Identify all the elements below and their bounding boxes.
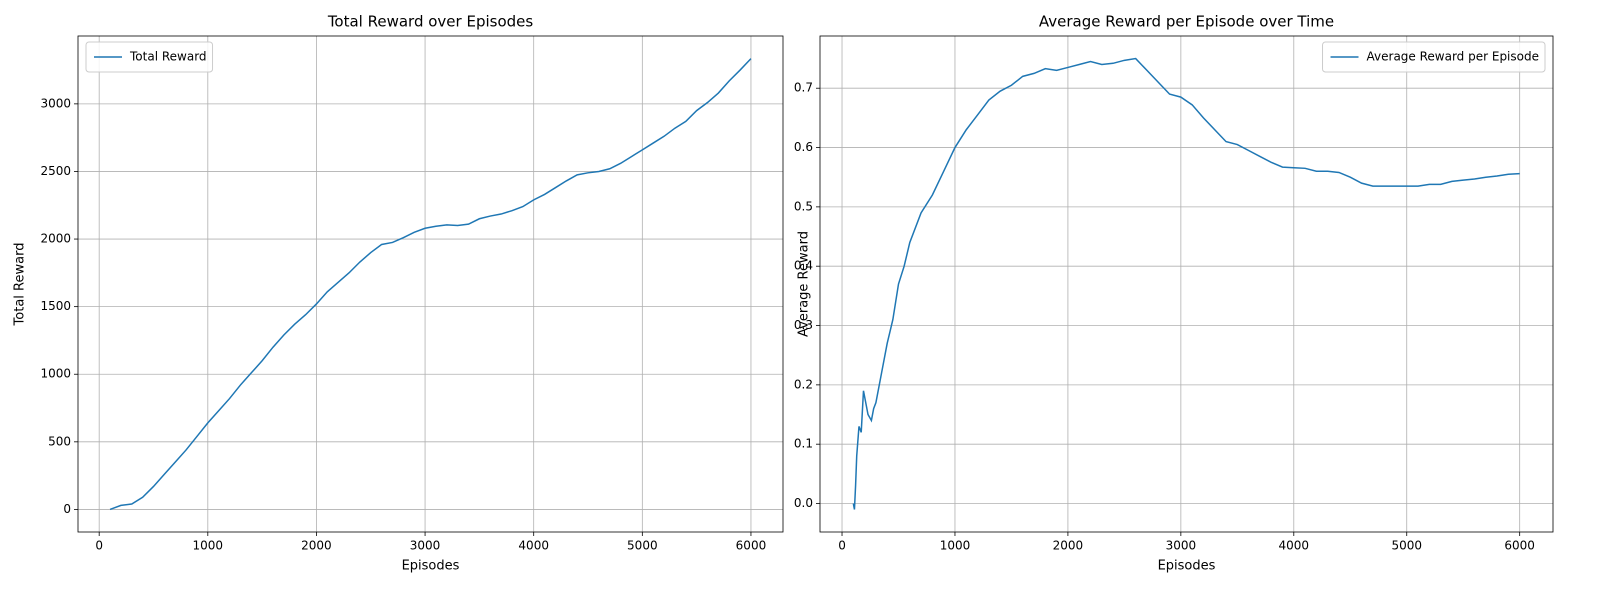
x-tick-label: 5000 (1391, 539, 1422, 553)
plot-area (820, 36, 1553, 532)
y-tick-label: 1000 (40, 367, 71, 381)
y-tick-label: 0.1 (794, 437, 813, 451)
y-axis-label: Average Reward (797, 231, 812, 337)
x-tick-label: 1000 (940, 539, 971, 553)
x-tick-label: 0 (838, 539, 846, 553)
chart-title: Total Reward over Episodes (327, 13, 534, 31)
x-tick-label: 3000 (1166, 539, 1197, 553)
y-axis-label: Total Reward (13, 243, 28, 327)
legend-label: Average Reward per Episode (1367, 50, 1539, 64)
y-tick-label: 0.5 (794, 199, 813, 213)
axes-frame (819, 35, 1554, 533)
x-tick-label: 1000 (193, 539, 224, 553)
x-tick-label: 6000 (736, 539, 767, 553)
axes-frame (77, 35, 784, 533)
legend-frame (1322, 41, 1546, 73)
y-tick-label: 0.7 (794, 81, 813, 95)
y-tick-label: 500 (48, 434, 71, 448)
x-tick-label: 4000 (518, 539, 549, 553)
series-line (852, 57, 1520, 510)
subplot: 0 1000 2000 3000 4000 5000 6000 0.0 0.1 0.2 0.3 0.4… (794, 13, 1554, 574)
x-tick-label: 3000 (410, 539, 441, 553)
x-tick-label: 5000 (627, 539, 658, 553)
plot-area (78, 36, 783, 532)
subplot: 0 1000 2000 3000 4000 5000 6000 0 500 1000 1500 200… (13, 13, 784, 574)
y-tick-label: 0 (63, 502, 71, 516)
x-axis-label: Episodes (1158, 559, 1216, 574)
x-tick-label: 2000 (1053, 539, 1084, 553)
x-tick-label: 0 (95, 539, 103, 553)
x-tick-label: 2000 (301, 539, 332, 553)
x-tick-label: 6000 (1504, 539, 1535, 553)
legend-label: Total Reward (129, 50, 207, 64)
legend: Total Reward (85, 41, 214, 73)
y-tick-label: 0.3 (794, 318, 813, 332)
y-tick-label: 3000 (40, 96, 71, 110)
x-axis-label: Episodes (402, 559, 460, 574)
series-line (109, 58, 752, 511)
y-tick-label: 1500 (40, 299, 71, 313)
chart-title: Average Reward per Episode over Time (1039, 13, 1334, 31)
legend: Average Reward per Episode (1322, 41, 1546, 73)
legend-frame (85, 41, 214, 73)
y-tick-label: 0.6 (794, 140, 813, 154)
y-tick-label: 2000 (40, 232, 71, 246)
y-tick-label: 0.2 (794, 377, 813, 391)
x-tick-label: 4000 (1279, 539, 1310, 553)
y-tick-label: 0.4 (794, 259, 813, 273)
y-tick-label: 0.0 (794, 496, 813, 510)
y-tick-label: 2500 (40, 164, 71, 178)
